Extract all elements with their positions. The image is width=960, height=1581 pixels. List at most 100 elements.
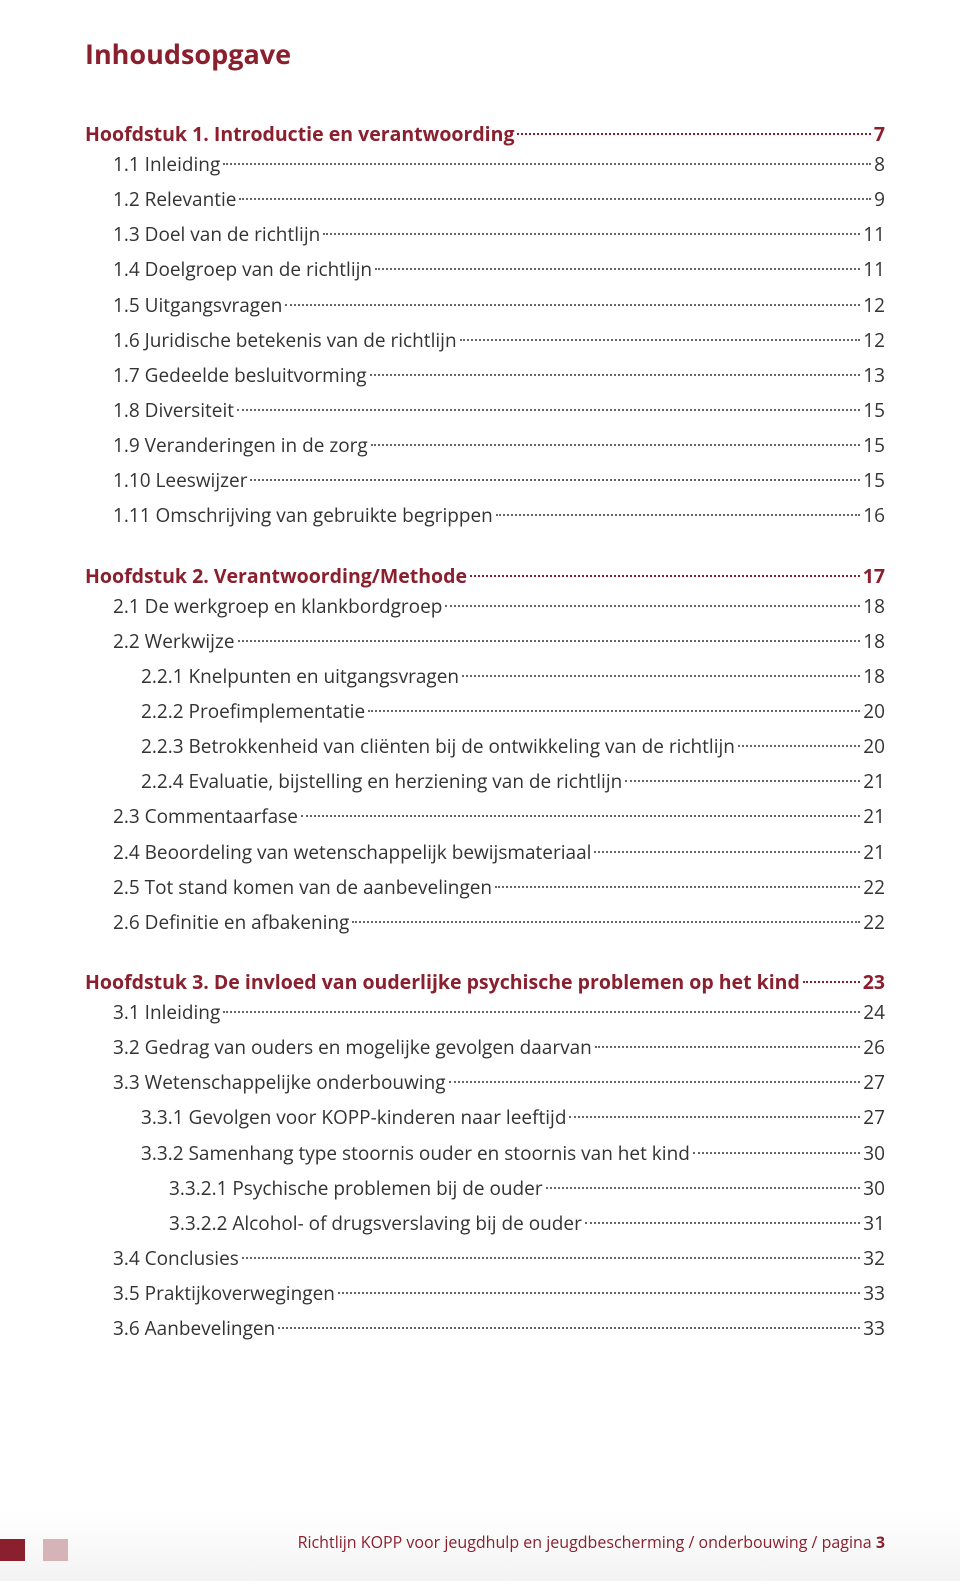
toc-entry-label: 1.8 Diversiteit <box>113 393 234 428</box>
toc-entry[interactable]: 3.6 Aanbevelingen 33 <box>85 1311 885 1346</box>
toc-chapter-heading[interactable]: Hoofdstuk 3. De invloed van ouderlijke p… <box>85 968 885 995</box>
toc-entry[interactable]: 1.1 Inleiding8 <box>85 147 885 182</box>
toc-entry[interactable]: 2.1 De werkgroep en klankbordgroep 18 <box>85 589 885 624</box>
toc-chapter-label: Hoofdstuk 1. Introductie en verantwoordi… <box>85 120 514 147</box>
toc-entry[interactable]: 2.6 Definitie en afbakening22 <box>85 905 885 940</box>
toc-entry[interactable]: 2.2.4 Evaluatie, bijstelling en herzieni… <box>85 764 885 799</box>
toc-entry[interactable]: 3.4 Conclusies 32 <box>85 1241 885 1276</box>
toc-entry-label: 3.3.2.1 Psychische problemen bij de oude… <box>169 1171 543 1206</box>
toc-entry-page: 13 <box>863 358 885 393</box>
toc-entry-label: 3.3.2 Samenhang type stoornis ouder en s… <box>141 1136 690 1171</box>
page-title: Inhoudsopgave <box>85 35 885 72</box>
toc-chapter-label: Hoofdstuk 3. De invloed van ouderlijke p… <box>85 968 800 995</box>
toc-chapter-block: Hoofdstuk 2. Verantwoording/Methode172.1… <box>85 562 885 940</box>
toc-entry[interactable]: 1.7 Gedeelde besluitvorming 13 <box>85 358 885 393</box>
toc-entry-label: 2.4 Beoordeling van wetenschappelijk bew… <box>113 835 591 870</box>
toc-entry[interactable]: 3.5 Praktijkoverwegingen33 <box>85 1276 885 1311</box>
toc-chapter-page: 23 <box>863 968 885 995</box>
toc-entry[interactable]: 3.1 Inleiding24 <box>85 995 885 1030</box>
toc-entry-page: 16 <box>863 498 885 533</box>
toc-entry[interactable]: 3.3.2 Samenhang type stoornis ouder en s… <box>85 1136 885 1171</box>
toc-entry[interactable]: 1.2 Relevantie9 <box>85 182 885 217</box>
toc-entry[interactable]: 1.4 Doelgroep van de richtlijn11 <box>85 252 885 287</box>
toc-entry-page: 31 <box>863 1206 885 1241</box>
toc-entry[interactable]: 1.6 Juridische betekenis van de richtlij… <box>85 323 885 358</box>
toc-leader <box>496 514 860 516</box>
toc-entry-label: 3.3.1 Gevolgen voor KOPP-kinderen naar l… <box>141 1100 566 1135</box>
toc-chapter-block: Hoofdstuk 3. De invloed van ouderlijke p… <box>85 968 885 1346</box>
toc-entry-label: 1.10 Leeswijzer <box>113 463 247 498</box>
toc-entry-page: 12 <box>863 288 885 323</box>
toc-entry[interactable]: 3.3 Wetenschappelijke onderbouwing27 <box>85 1065 885 1100</box>
footer-label: Richtlijn KOPP voor jeugdhulp en jeugdbe… <box>298 1531 872 1553</box>
toc-chapter-page: 17 <box>863 562 885 589</box>
toc-entries: 2.1 De werkgroep en klankbordgroep 182.2 … <box>85 589 885 940</box>
toc-entry[interactable]: 3.3.2.1 Psychische problemen bij de oude… <box>85 1171 885 1206</box>
toc-entry-label: 3.2 Gedrag van ouders en mogelijke gevol… <box>113 1030 592 1065</box>
toc-entry[interactable]: 2.2.1 Knelpunten en uitgangsvragen18 <box>85 659 885 694</box>
toc-entry[interactable]: 2.3 Commentaarfase21 <box>85 799 885 834</box>
toc-entry-label: 3.3.2.2 Alcohol- of drugsverslaving bij … <box>169 1206 582 1241</box>
toc-chapter-block: Hoofdstuk 1. Introductie en verantwoordi… <box>85 120 885 534</box>
toc-entry[interactable]: 1.5 Uitgangsvragen12 <box>85 288 885 323</box>
toc-entry-page: 15 <box>863 463 885 498</box>
toc-entries: 1.1 Inleiding81.2 Relevantie91.3 Doel va… <box>85 147 885 534</box>
toc-entry-label: 3.4 Conclusies <box>113 1241 239 1276</box>
toc-entry-label: 1.3 Doel van de richtlijn <box>113 217 320 252</box>
toc-leader <box>242 1257 860 1259</box>
toc-entry[interactable]: 2.2 Werkwijze18 <box>85 624 885 659</box>
toc-entry-page: 32 <box>863 1241 885 1276</box>
toc-leader <box>223 1011 860 1013</box>
toc-entry-page: 20 <box>863 694 885 729</box>
toc-entry[interactable]: 1.11 Omschrijving van gebruikte begrippe… <box>85 498 885 533</box>
toc-entry-label: 2.1 De werkgroep en klankbordgroep <box>113 589 442 624</box>
toc-entry-page: 24 <box>863 995 885 1030</box>
table-of-contents: Hoofdstuk 1. Introductie en verantwoordi… <box>85 120 885 1346</box>
toc-leader <box>250 479 860 481</box>
toc-entry[interactable]: 1.8 Diversiteit 15 <box>85 393 885 428</box>
footer-page-number: 3 <box>876 1531 885 1553</box>
accent-square-2 <box>43 1539 68 1561</box>
toc-entry[interactable]: 2.2.2 Proefimplementatie 20 <box>85 694 885 729</box>
toc-entry-label: 1.4 Doelgroep van de richtlijn <box>113 252 372 287</box>
toc-chapter-page: 7 <box>874 120 885 147</box>
toc-entry-page: 18 <box>863 624 885 659</box>
toc-leader <box>693 1152 860 1154</box>
toc-entry[interactable]: 2.5 Tot stand komen van de aanbevelingen… <box>85 870 885 905</box>
toc-entry[interactable]: 3.2 Gedrag van ouders en mogelijke gevol… <box>85 1030 885 1065</box>
toc-entry[interactable]: 3.3.2.2 Alcohol- of drugsverslaving bij … <box>85 1206 885 1241</box>
toc-entry-page: 9 <box>874 182 885 217</box>
toc-entry-label: 1.7 Gedeelde besluitvorming <box>113 358 367 393</box>
toc-entry-page: 30 <box>863 1171 885 1206</box>
toc-entry-page: 18 <box>863 589 885 624</box>
toc-entry-label: 1.9 Veranderingen in de zorg <box>113 428 368 463</box>
toc-entry[interactable]: 3.3.1 Gevolgen voor KOPP-kinderen naar l… <box>85 1100 885 1135</box>
toc-leader <box>517 133 870 135</box>
toc-leader <box>585 1222 860 1224</box>
toc-entry-label: 2.2.1 Knelpunten en uitgangsvragen <box>141 659 459 694</box>
toc-entry-page: 21 <box>863 764 885 799</box>
toc-leader <box>738 745 860 747</box>
toc-entry-label: 1.6 Juridische betekenis van de richtlij… <box>113 323 457 358</box>
toc-entry-label: 3.6 Aanbevelingen <box>113 1311 275 1346</box>
toc-leader <box>803 981 860 983</box>
toc-leader <box>546 1187 861 1189</box>
toc-entry-page: 22 <box>863 905 885 940</box>
toc-leader <box>460 339 861 341</box>
toc-entry-label: 2.2.2 Proefimplementatie <box>141 694 365 729</box>
toc-leader <box>368 710 860 712</box>
toc-entry-page: 26 <box>863 1030 885 1065</box>
toc-entry[interactable]: 1.3 Doel van de richtlijn11 <box>85 217 885 252</box>
toc-entry[interactable]: 1.9 Veranderingen in de zorg15 <box>85 428 885 463</box>
toc-chapter-heading[interactable]: Hoofdstuk 2. Verantwoording/Methode17 <box>85 562 885 589</box>
toc-leader <box>223 163 871 165</box>
toc-chapter-heading[interactable]: Hoofdstuk 1. Introductie en verantwoordi… <box>85 120 885 147</box>
toc-entry[interactable]: 1.10 Leeswijzer 15 <box>85 463 885 498</box>
toc-entry[interactable]: 2.4 Beoordeling van wetenschappelijk bew… <box>85 835 885 870</box>
toc-leader <box>352 921 860 923</box>
toc-entry[interactable]: 2.2.3 Betrokkenheid van cliënten bij de … <box>85 729 885 764</box>
toc-entry-page: 33 <box>863 1311 885 1346</box>
toc-leader <box>449 1081 861 1083</box>
toc-entry-page: 15 <box>863 393 885 428</box>
footer-accent <box>0 1539 68 1561</box>
